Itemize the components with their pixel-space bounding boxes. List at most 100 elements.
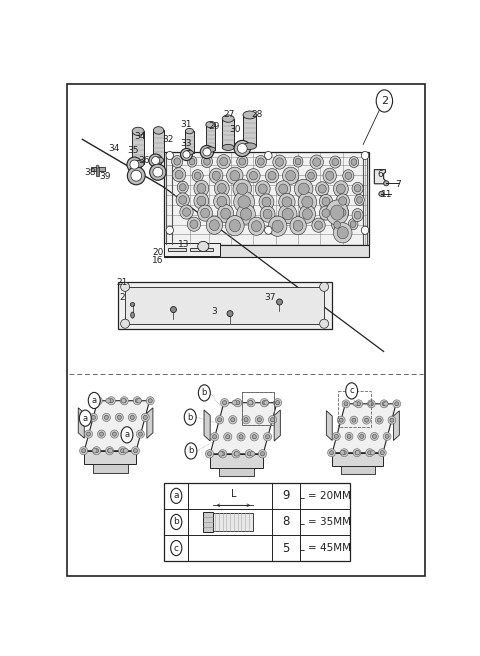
Ellipse shape bbox=[393, 400, 401, 408]
Ellipse shape bbox=[245, 449, 253, 458]
Ellipse shape bbox=[146, 397, 154, 405]
Bar bbox=[96, 167, 99, 176]
Ellipse shape bbox=[227, 310, 233, 317]
Polygon shape bbox=[84, 401, 150, 451]
Ellipse shape bbox=[141, 413, 149, 422]
Polygon shape bbox=[332, 404, 396, 453]
Ellipse shape bbox=[96, 399, 100, 403]
Text: 39: 39 bbox=[99, 172, 110, 180]
Ellipse shape bbox=[357, 197, 362, 203]
Ellipse shape bbox=[132, 127, 144, 136]
Ellipse shape bbox=[264, 432, 272, 441]
Polygon shape bbox=[164, 245, 369, 256]
Ellipse shape bbox=[237, 204, 255, 224]
Text: L = 20MM: L = 20MM bbox=[299, 491, 351, 501]
Text: 13: 13 bbox=[178, 240, 189, 249]
Ellipse shape bbox=[224, 432, 232, 441]
Ellipse shape bbox=[344, 402, 348, 406]
Ellipse shape bbox=[282, 209, 293, 220]
Ellipse shape bbox=[368, 451, 372, 455]
Ellipse shape bbox=[133, 397, 141, 405]
Ellipse shape bbox=[384, 181, 389, 186]
Ellipse shape bbox=[138, 432, 143, 436]
Polygon shape bbox=[206, 125, 216, 150]
Ellipse shape bbox=[194, 172, 201, 179]
Polygon shape bbox=[164, 243, 220, 255]
Ellipse shape bbox=[115, 413, 123, 422]
Ellipse shape bbox=[207, 452, 212, 456]
Ellipse shape bbox=[271, 418, 275, 422]
Ellipse shape bbox=[250, 171, 257, 180]
Ellipse shape bbox=[286, 171, 296, 181]
Ellipse shape bbox=[260, 399, 268, 407]
Ellipse shape bbox=[194, 180, 209, 196]
Ellipse shape bbox=[127, 167, 145, 185]
Ellipse shape bbox=[371, 432, 378, 440]
Circle shape bbox=[198, 385, 210, 401]
Text: 8: 8 bbox=[282, 516, 289, 529]
Ellipse shape bbox=[383, 432, 391, 440]
Text: 33: 33 bbox=[181, 139, 192, 148]
Ellipse shape bbox=[308, 172, 314, 179]
Ellipse shape bbox=[293, 156, 303, 167]
Ellipse shape bbox=[355, 194, 364, 205]
Text: 9: 9 bbox=[282, 489, 290, 502]
Ellipse shape bbox=[319, 206, 333, 220]
Ellipse shape bbox=[232, 400, 237, 405]
Ellipse shape bbox=[227, 167, 243, 184]
Ellipse shape bbox=[94, 397, 102, 405]
Ellipse shape bbox=[298, 183, 309, 195]
Ellipse shape bbox=[262, 401, 266, 405]
Text: 36: 36 bbox=[138, 156, 149, 165]
Ellipse shape bbox=[231, 418, 235, 422]
Ellipse shape bbox=[274, 399, 282, 407]
Ellipse shape bbox=[282, 197, 292, 207]
Text: a: a bbox=[83, 414, 88, 422]
Circle shape bbox=[346, 383, 358, 399]
Ellipse shape bbox=[255, 415, 264, 424]
Ellipse shape bbox=[217, 205, 234, 222]
Ellipse shape bbox=[312, 158, 321, 167]
Polygon shape bbox=[214, 513, 253, 531]
Ellipse shape bbox=[210, 168, 223, 183]
Ellipse shape bbox=[97, 430, 106, 438]
Ellipse shape bbox=[252, 435, 256, 439]
Ellipse shape bbox=[180, 148, 192, 161]
Ellipse shape bbox=[369, 401, 373, 406]
Ellipse shape bbox=[150, 164, 166, 180]
Ellipse shape bbox=[180, 184, 186, 191]
Ellipse shape bbox=[132, 447, 140, 455]
Ellipse shape bbox=[154, 127, 164, 134]
Text: L = 35MM: L = 35MM bbox=[299, 517, 351, 527]
Ellipse shape bbox=[334, 181, 348, 197]
Circle shape bbox=[121, 427, 133, 443]
Circle shape bbox=[171, 488, 182, 503]
Ellipse shape bbox=[295, 158, 301, 165]
Polygon shape bbox=[190, 248, 213, 251]
Ellipse shape bbox=[372, 434, 376, 438]
Ellipse shape bbox=[318, 184, 326, 193]
Ellipse shape bbox=[172, 168, 186, 182]
Ellipse shape bbox=[174, 158, 180, 165]
Ellipse shape bbox=[222, 144, 234, 150]
Ellipse shape bbox=[250, 432, 258, 441]
Ellipse shape bbox=[202, 155, 213, 168]
Ellipse shape bbox=[180, 205, 193, 219]
Text: a: a bbox=[124, 430, 130, 440]
Ellipse shape bbox=[247, 169, 260, 183]
Ellipse shape bbox=[302, 209, 312, 220]
Text: 29: 29 bbox=[209, 122, 220, 131]
Ellipse shape bbox=[137, 398, 142, 403]
Text: 34: 34 bbox=[108, 144, 120, 153]
Ellipse shape bbox=[249, 401, 253, 405]
Circle shape bbox=[88, 392, 100, 409]
Ellipse shape bbox=[264, 152, 272, 159]
Ellipse shape bbox=[120, 319, 130, 328]
Ellipse shape bbox=[273, 155, 286, 169]
Polygon shape bbox=[243, 115, 256, 146]
Ellipse shape bbox=[380, 451, 384, 455]
Ellipse shape bbox=[80, 447, 88, 455]
Polygon shape bbox=[332, 453, 383, 466]
Ellipse shape bbox=[243, 143, 256, 150]
Text: 5: 5 bbox=[282, 542, 289, 554]
